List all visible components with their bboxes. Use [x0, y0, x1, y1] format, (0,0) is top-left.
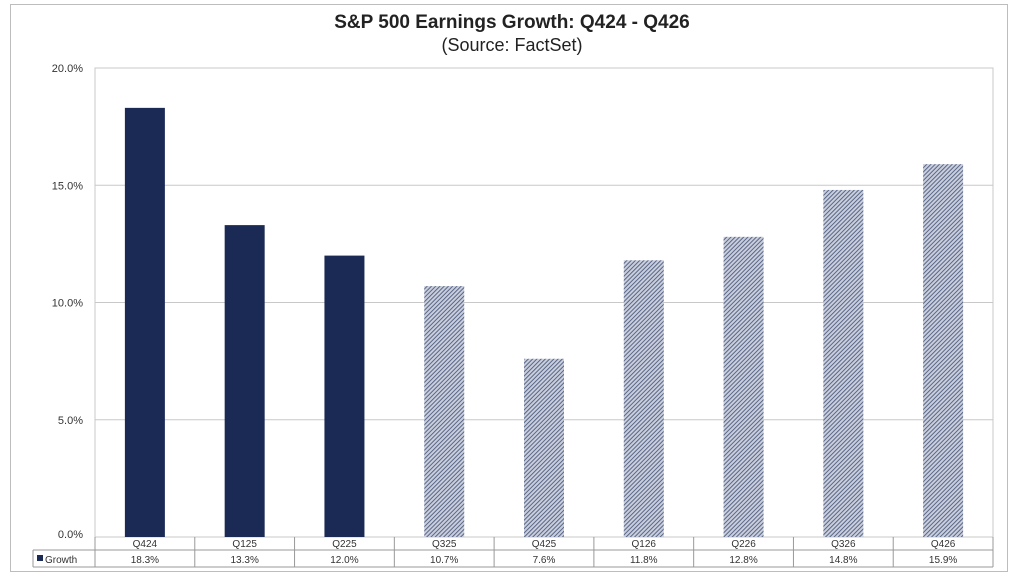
- bar-Q426: [923, 164, 964, 537]
- chart-subtitle: (Source: FactSet): [441, 35, 583, 55]
- bar-Q226: [723, 236, 764, 537]
- data-label: 14.8%: [829, 555, 857, 566]
- x-tick-label: Q225: [332, 539, 357, 550]
- legend-label: Growth: [45, 555, 77, 566]
- x-tick-label: Q326: [831, 539, 856, 550]
- y-tick-label: 20.0%: [52, 63, 83, 75]
- bar-Q126: [623, 260, 664, 537]
- chart-frame: [10, 4, 1008, 572]
- y-tick-label: 15.0%: [52, 180, 83, 192]
- x-tick-label: Q425: [532, 539, 557, 550]
- bar-Q424: [124, 107, 165, 538]
- bar-Q125: [224, 225, 265, 538]
- x-tick-label: Q424: [133, 539, 158, 550]
- data-label: 12.8%: [729, 555, 757, 566]
- y-tick-label: 5.0%: [58, 415, 83, 427]
- data-label: 7.6%: [533, 555, 556, 566]
- data-label: 11.8%: [630, 555, 658, 566]
- y-tick-label: 10.0%: [52, 298, 83, 310]
- y-tick-label: 0.0%: [58, 529, 83, 541]
- x-tick-label: Q325: [432, 539, 457, 550]
- data-label: 15.9%: [929, 555, 957, 566]
- bar-Q225: [324, 255, 365, 537]
- data-label: 12.0%: [330, 555, 358, 566]
- bar-Q326: [823, 189, 864, 537]
- x-tick-label: Q226: [731, 539, 756, 550]
- bar-Q325: [424, 286, 465, 537]
- data-label: 13.3%: [230, 555, 258, 566]
- x-tick-label: Q126: [632, 539, 657, 550]
- data-label: 18.3%: [131, 555, 159, 566]
- x-tick-label: Q125: [232, 539, 257, 550]
- legend-swatch: [37, 555, 43, 561]
- data-label: 10.7%: [430, 555, 458, 566]
- chart-title: S&P 500 Earnings Growth: Q424 - Q426: [334, 12, 690, 33]
- bar-Q425: [524, 358, 564, 537]
- x-tick-label: Q426: [931, 539, 956, 550]
